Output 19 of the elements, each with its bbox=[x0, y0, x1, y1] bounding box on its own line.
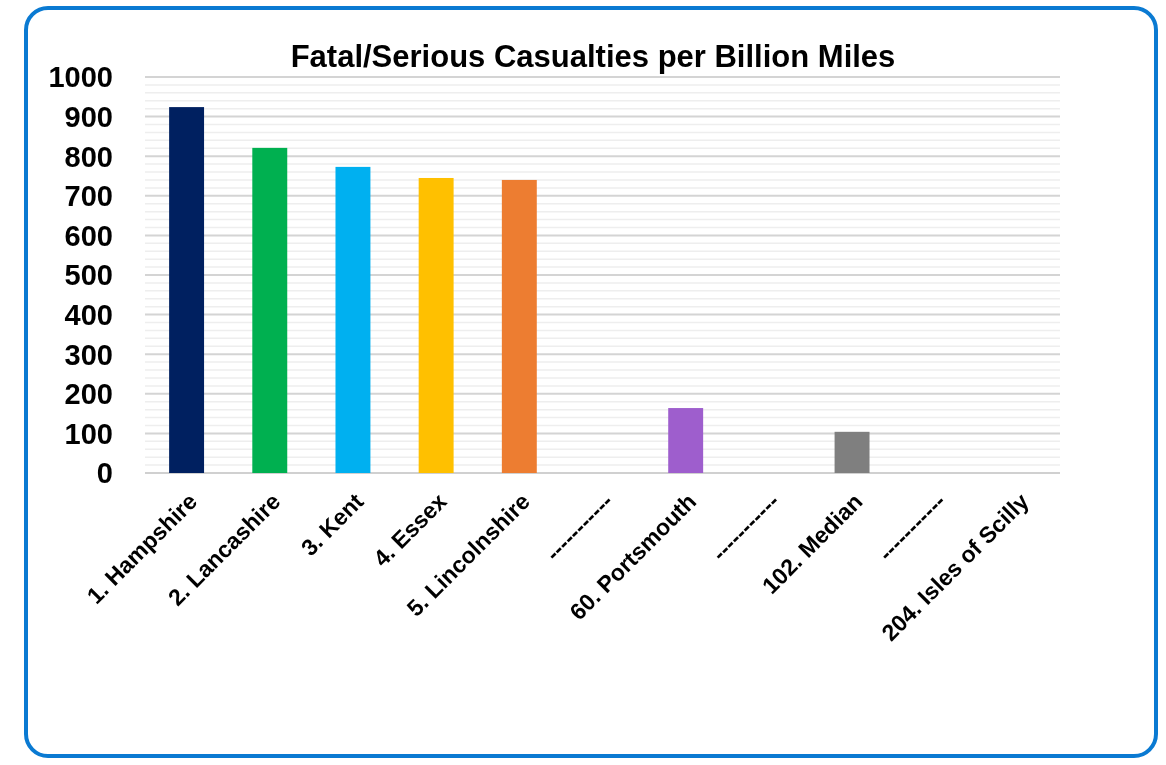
bar bbox=[418, 177, 454, 473]
y-tick-label: 1000 bbox=[48, 61, 113, 94]
bar bbox=[335, 166, 371, 473]
bar bbox=[169, 107, 205, 473]
y-tick-label: 700 bbox=[64, 180, 113, 213]
bar bbox=[501, 179, 537, 473]
y-tick-label: 500 bbox=[64, 259, 113, 292]
y-tick-label: 400 bbox=[64, 299, 113, 332]
bar bbox=[252, 147, 288, 473]
y-tick-label: 800 bbox=[64, 140, 113, 173]
y-tick-label: 0 bbox=[96, 457, 113, 490]
bar bbox=[668, 408, 704, 473]
y-tick-label: 200 bbox=[64, 378, 113, 411]
y-tick-label: 100 bbox=[64, 417, 113, 450]
chart-title: Fatal/Serious Casualties per Billion Miles bbox=[290, 39, 896, 74]
y-tick-label: 300 bbox=[64, 338, 113, 371]
y-tick-label: 600 bbox=[64, 219, 113, 252]
bar bbox=[834, 431, 870, 473]
y-tick-label: 900 bbox=[64, 101, 113, 134]
